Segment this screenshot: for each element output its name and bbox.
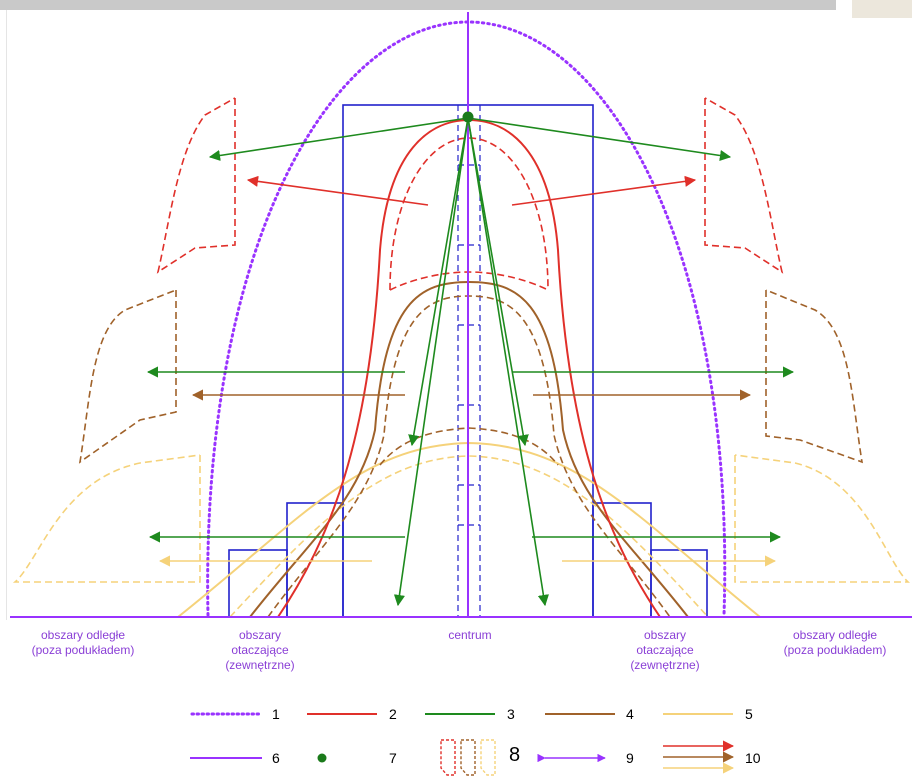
legend-number-9: 9 bbox=[626, 750, 634, 766]
dotted-boundary-curve bbox=[206, 20, 727, 617]
label-near-left-line: obszary bbox=[238, 628, 282, 642]
red-dashed-shape-left bbox=[156, 97, 236, 274]
red-dashed-curve bbox=[389, 137, 549, 291]
legend-number-8: 8 bbox=[509, 744, 521, 766]
window-top-bar bbox=[0, 0, 836, 10]
legend-number-2: 2 bbox=[389, 706, 397, 722]
legend-number-5: 5 bbox=[745, 706, 753, 722]
label-far-right-line: obszary odległe bbox=[792, 628, 878, 642]
green-arrows bbox=[146, 117, 795, 607]
left-border-line bbox=[6, 10, 7, 620]
label-near-left-line: (zewnętrzne) bbox=[225, 658, 295, 672]
label-far-right-line: (poza podukładem) bbox=[783, 643, 887, 657]
label-near-right-line: (zewnętrzne) bbox=[630, 658, 700, 672]
label-far-left-line: obszary odległe bbox=[40, 628, 126, 642]
label-near-right: obszary otaczające (zewnętrzne) bbox=[615, 628, 715, 673]
label-near-left-line: otaczające bbox=[231, 643, 289, 657]
label-near-left: obszary otaczające (zewnętrzne) bbox=[210, 628, 310, 673]
label-far-right: obszary odległe (poza podukładem) bbox=[770, 628, 900, 658]
red-arrows bbox=[246, 175, 697, 206]
label-far-left-line: (poza podukładem) bbox=[31, 643, 135, 657]
label-near-right-line: otaczające bbox=[636, 643, 694, 657]
legend-number-1: 1 bbox=[272, 706, 280, 722]
apex-dot bbox=[462, 111, 474, 123]
label-center: centrum bbox=[448, 628, 492, 642]
brown-dashed-shape-right bbox=[765, 289, 864, 464]
legend-number-7: 7 bbox=[389, 750, 397, 766]
yellow-dashed-shape-right bbox=[734, 454, 910, 583]
legend-swatch-7 bbox=[317, 753, 327, 763]
legend-swatch-10 bbox=[663, 740, 735, 774]
red-dashed-shape-right bbox=[704, 97, 784, 274]
legend-swatch-8 bbox=[440, 739, 496, 776]
brown-dashed-shape-left bbox=[78, 289, 177, 464]
legend-number-4: 4 bbox=[626, 706, 634, 722]
label-near-right-line: obszary bbox=[643, 628, 687, 642]
window-corner bbox=[852, 0, 912, 18]
yellow-dashed-shape-left bbox=[12, 454, 201, 583]
legend-number-3: 3 bbox=[507, 706, 515, 722]
legend-number-10: 10 bbox=[745, 750, 761, 766]
legend-number-6: 6 bbox=[272, 750, 280, 766]
label-far-left: obszary odległe (poza podukładem) bbox=[18, 628, 148, 658]
